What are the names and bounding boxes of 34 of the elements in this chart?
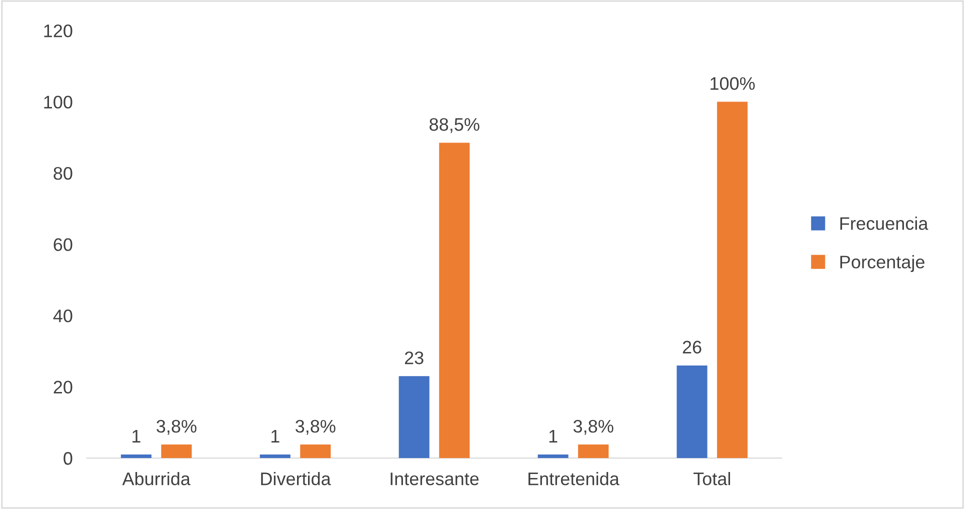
bar [120, 454, 152, 458]
data-label: 3,8% [573, 420, 614, 435]
legend-label: Frecuencia [840, 216, 928, 230]
bar [260, 454, 290, 458]
y-tick-label: 80 [54, 166, 72, 180]
y-tick-label: 100 [44, 96, 72, 109]
data-label: 1 [549, 430, 558, 442]
bar [398, 376, 430, 458]
y-tick-label: 60 [54, 238, 72, 252]
bar [578, 444, 609, 458]
data-label: 23 [404, 351, 424, 364]
data-label: 100% [710, 77, 755, 90]
x-tick-label: Divertida [261, 472, 331, 486]
x-tick-label: Total [694, 472, 730, 486]
bar [676, 365, 708, 458]
data-label: 88,5% [430, 118, 480, 134]
legend-label: Porcentaje [840, 255, 924, 272]
data-label: 3,8% [156, 420, 196, 435]
x-tick-label: Aburrida [122, 472, 190, 486]
bar [538, 454, 568, 458]
bar [717, 102, 748, 458]
data-label: 3,8% [296, 420, 336, 435]
x-tick-label: Entretenida [528, 472, 620, 486]
data-label: 1 [132, 430, 140, 442]
y-tick-label: 40 [53, 310, 72, 322]
y-tick-label: 120 [44, 24, 72, 38]
data-label: 26 [682, 340, 702, 354]
bar [300, 444, 331, 458]
bar [439, 142, 470, 458]
x-tick-label: Interesante [390, 472, 479, 486]
y-tick-label: 0 [64, 452, 72, 465]
bar [161, 444, 192, 458]
y-tick-label: 20 [54, 380, 72, 394]
data-label: 1 [271, 430, 280, 442]
